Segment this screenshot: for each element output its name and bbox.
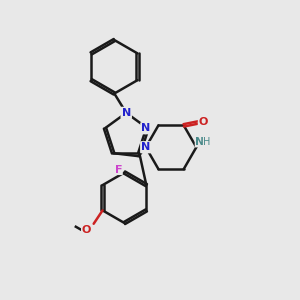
Text: N: N — [122, 108, 131, 118]
Text: O: O — [198, 117, 208, 128]
Text: F: F — [115, 164, 122, 175]
Text: O: O — [82, 225, 91, 235]
Text: N: N — [195, 137, 205, 147]
Text: H: H — [203, 137, 210, 147]
Text: N: N — [141, 142, 150, 152]
Text: N: N — [141, 123, 151, 133]
